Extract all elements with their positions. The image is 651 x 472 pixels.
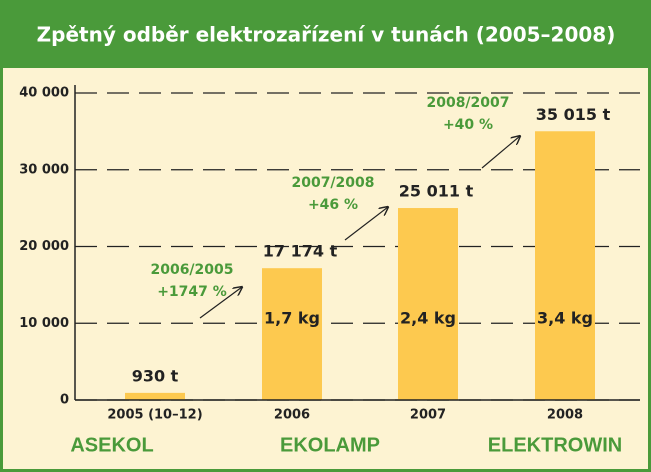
inner-label: 1,7 kg <box>264 309 320 328</box>
y-tick-label: 20 000 <box>19 239 69 254</box>
company-label: ASEKOL <box>70 434 153 456</box>
x-tick-label: 2008 <box>547 408 583 423</box>
annotation: 2008/2007 <box>426 95 509 111</box>
y-tick-label: 10 000 <box>19 316 69 331</box>
bar <box>535 131 595 400</box>
bar <box>125 392 185 400</box>
y-tick-label: 40 000 <box>19 86 69 101</box>
value-label: 25 011 t <box>399 182 474 201</box>
arrow <box>481 136 520 169</box>
inner-label: 3,4 kg <box>537 309 593 328</box>
value-label: 17 174 t <box>263 242 338 261</box>
annotation: +46 % <box>308 197 358 213</box>
annotation: +1747 % <box>157 284 227 300</box>
y-tick-label: 0 <box>60 393 69 408</box>
inner-label: 2,4 kg <box>400 309 456 328</box>
bar <box>398 208 458 400</box>
header <box>0 0 651 68</box>
company-label: EKOLAMP <box>280 434 380 456</box>
value-label: 35 015 t <box>536 105 611 124</box>
x-tick-label: 2007 <box>410 408 446 423</box>
value-label: 930 t <box>132 366 179 385</box>
x-tick-label: 2006 <box>274 408 310 423</box>
chart-title: Zpětný odběr elektrozařízení v tunách (2… <box>37 23 616 47</box>
annotation: 2007/2008 <box>291 175 374 191</box>
company-label: ELEKTROWIN <box>488 434 622 456</box>
annotation: +40 % <box>443 117 493 133</box>
arrow <box>344 207 388 241</box>
arrow <box>199 287 242 319</box>
annotation: 2006/2005 <box>150 262 233 278</box>
x-tick-label: 2005 (10–12) <box>107 408 202 423</box>
y-tick-label: 30 000 <box>19 162 69 177</box>
bar <box>262 268 322 400</box>
